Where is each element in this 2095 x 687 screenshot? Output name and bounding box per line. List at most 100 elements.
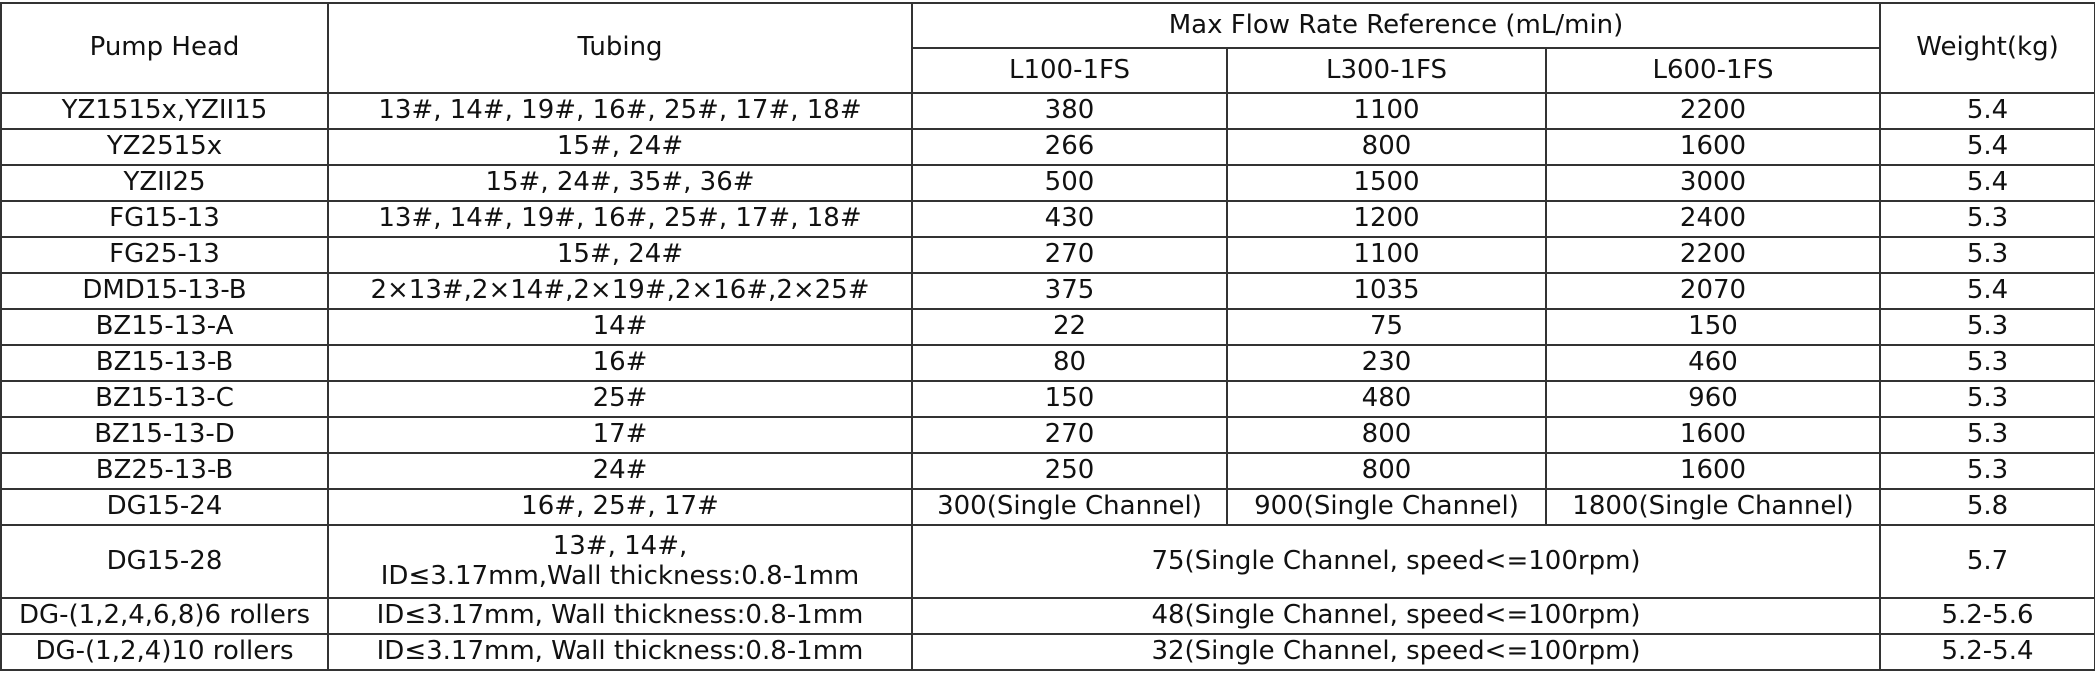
weight-cell: 5.4 bbox=[1879, 92, 2095, 130]
tubing-line: 2×13#,2×14#,2×19#,2×16#,2×25# bbox=[370, 275, 870, 306]
flow-cell: 375 bbox=[911, 272, 1228, 310]
flow-cell: 1600 bbox=[1545, 128, 1881, 166]
header-cell: Tubing bbox=[327, 2, 913, 94]
weight-cell: 5.2-5.6 bbox=[1879, 597, 2095, 635]
tubing-cell: 13#, 14#, 19#, 16#, 25#, 17#, 18# bbox=[327, 92, 913, 130]
table-row: FG25-13 15#, 24# 270 1100 2200 5.3 bbox=[0, 236, 2095, 274]
table-row: BZ15-13-D 17# 270 800 1600 5.3 bbox=[0, 416, 2095, 454]
table-row: YZ2515x 15#, 24# 266 800 1600 5.4 bbox=[0, 128, 2095, 166]
flow-cell: 500 bbox=[911, 164, 1228, 202]
tubing-cell: 14# bbox=[327, 308, 913, 346]
tubing-cell: 15#, 24# bbox=[327, 236, 913, 274]
flow-cell: 48(Single Channel, speed<=100rpm) bbox=[911, 597, 1881, 635]
tubing-line: 25# bbox=[592, 383, 648, 414]
tubing-line: 16#, 25#, 17# bbox=[521, 491, 719, 522]
flow-cell: 1035 bbox=[1226, 272, 1547, 310]
weight-cell: 5.4 bbox=[1879, 164, 2095, 202]
weight-cell: 5.3 bbox=[1879, 452, 2095, 490]
table-row: BZ15-13-C 25# 150 480 960 5.3 bbox=[0, 380, 2095, 418]
flow-cell: 480 bbox=[1226, 380, 1547, 418]
flow-cell: 150 bbox=[911, 380, 1228, 418]
table-row: DG15-24 16#, 25#, 17# 300(Single Channel) 9… bbox=[0, 488, 2095, 526]
flow-cell: 1500 bbox=[1226, 164, 1547, 202]
table-row: DG15-28 13#, 14#, ID≤3.17mm,Wall thickness… bbox=[0, 524, 2095, 599]
pump-head-cell: DMD15-13-B bbox=[0, 272, 329, 310]
tubing-line: 13#, 14#, bbox=[552, 530, 688, 561]
tubing-cell: 24# bbox=[327, 452, 913, 490]
header-cell: L600-1FS bbox=[1545, 47, 1881, 94]
tubing-line: 13#, 14#, 19#, 16#, 25#, 17#, 18# bbox=[378, 95, 862, 126]
flow-cell: 2400 bbox=[1545, 200, 1881, 238]
flow-cell: 32(Single Channel, speed<=100rpm) bbox=[911, 633, 1881, 671]
table-row: BZ15-13-A 14# 22 75 150 5.3 bbox=[0, 308, 2095, 346]
flow-cell: 900(Single Channel) bbox=[1226, 488, 1547, 526]
flow-cell: 75(Single Channel, speed<=100rpm) bbox=[911, 524, 1881, 599]
tubing-line: 16# bbox=[592, 347, 648, 378]
tubing-cell: ID≤3.17mm, Wall thickness:0.8-1mm bbox=[327, 597, 913, 635]
flow-cell: 230 bbox=[1226, 344, 1547, 382]
flow-cell: 800 bbox=[1226, 452, 1547, 490]
pump-head-cell: FG25-13 bbox=[0, 236, 329, 274]
tubing-line: 15#, 24# bbox=[556, 131, 684, 162]
pump-head-cell: DG-(1,2,4)10 rollers bbox=[0, 633, 329, 671]
weight-cell: 5.2-5.4 bbox=[1879, 633, 2095, 671]
table-row: BZ15-13-B 16# 80 230 460 5.3 bbox=[0, 344, 2095, 382]
table-row: YZII25 15#, 24#, 35#, 36# 500 1500 3000 5.4 bbox=[0, 164, 2095, 202]
table-row: FG15-13 13#, 14#, 19#, 16#, 25#, 17#, 18#… bbox=[0, 200, 2095, 238]
weight-cell: 5.8 bbox=[1879, 488, 2095, 526]
pump-head-cell: BZ15-13-D bbox=[0, 416, 329, 454]
tubing-cell: 16#, 25#, 17# bbox=[327, 488, 913, 526]
flow-cell: 1100 bbox=[1226, 236, 1547, 274]
tubing-cell: 17# bbox=[327, 416, 913, 454]
weight-cell: 5.3 bbox=[1879, 200, 2095, 238]
pump-head-cell: YZII25 bbox=[0, 164, 329, 202]
weight-cell: 5.3 bbox=[1879, 380, 2095, 418]
flow-table: Pump Head Tubing Max Flow Rate Reference… bbox=[0, 2, 2095, 671]
flow-cell: 266 bbox=[911, 128, 1228, 166]
pump-head-cell: DG15-28 bbox=[0, 524, 329, 599]
tubing-line: 15#, 24# bbox=[556, 239, 684, 270]
page: Pump Head Tubing Max Flow Rate Reference… bbox=[0, 2, 2095, 671]
flow-cell: 1200 bbox=[1226, 200, 1547, 238]
table-row: BZ25-13-B 24# 250 800 1600 5.3 bbox=[0, 452, 2095, 490]
weight-cell: 5.7 bbox=[1879, 524, 2095, 599]
tubing-cell: ID≤3.17mm, Wall thickness:0.8-1mm bbox=[327, 633, 913, 671]
table-row: YZ1515x,YZII15 13#, 14#, 19#, 16#, 25#, 1… bbox=[0, 92, 2095, 130]
header-row: L100-1FS L300-1FS L600-1FS bbox=[1, 47, 2095, 94]
flow-cell: 2200 bbox=[1545, 236, 1881, 274]
flow-cell: 1600 bbox=[1545, 416, 1881, 454]
flow-cell: 800 bbox=[1226, 416, 1547, 454]
tubing-cell: 25# bbox=[327, 380, 913, 418]
pump-head-cell: FG15-13 bbox=[0, 200, 329, 238]
flow-cell: 3000 bbox=[1545, 164, 1881, 202]
tubing-cell: 13#, 14#, 19#, 16#, 25#, 17#, 18# bbox=[327, 200, 913, 238]
flow-cell: 800 bbox=[1226, 128, 1547, 166]
flow-cell: 75 bbox=[1226, 308, 1547, 346]
flow-cell: 270 bbox=[911, 236, 1228, 274]
pump-head-cell: BZ15-13-C bbox=[0, 380, 329, 418]
pump-head-cell: BZ15-13-A bbox=[0, 308, 329, 346]
flow-cell: 2070 bbox=[1545, 272, 1881, 310]
flow-cell: 430 bbox=[911, 200, 1228, 238]
pump-head-cell: DG-(1,2,4,6,8)6 rollers bbox=[0, 597, 329, 635]
pump-head-cell: YZ2515x bbox=[0, 128, 329, 166]
flow-cell: 300(Single Channel) bbox=[911, 488, 1228, 526]
tubing-cell: 15#, 24# bbox=[327, 128, 913, 166]
table-body: YZ1515x,YZII15 13#, 14#, 19#, 16#, 25#, 1… bbox=[0, 92, 2095, 671]
tubing-cell: 2×13#,2×14#,2×19#,2×16#,2×25# bbox=[327, 272, 913, 310]
tubing-line: ID≤3.17mm,Wall thickness:0.8-1mm bbox=[380, 560, 860, 591]
table-row: DG-(1,2,4,6,8)6 rollers ID≤3.17mm, Wall t… bbox=[0, 597, 2095, 635]
tubing-line: ID≤3.17mm, Wall thickness:0.8-1mm bbox=[376, 636, 864, 667]
tubing-line: 14# bbox=[592, 311, 648, 342]
tubing-line: 24# bbox=[592, 455, 648, 486]
tubing-line: ID≤3.17mm, Wall thickness:0.8-1mm bbox=[376, 600, 864, 631]
flow-cell: 460 bbox=[1545, 344, 1881, 382]
header-row: Pump Head Tubing Max Flow Rate Reference… bbox=[0, 2, 2095, 94]
tubing-cell: 13#, 14#, ID≤3.17mm,Wall thickness:0.8-1m… bbox=[327, 524, 913, 599]
weight-cell: 5.4 bbox=[1879, 272, 2095, 310]
flow-cell: 960 bbox=[1545, 380, 1881, 418]
tubing-cell: 15#, 24#, 35#, 36# bbox=[327, 164, 913, 202]
weight-cell: 5.3 bbox=[1879, 308, 2095, 346]
header-cell: Pump Head bbox=[0, 2, 329, 94]
flow-cell: 150 bbox=[1545, 308, 1881, 346]
